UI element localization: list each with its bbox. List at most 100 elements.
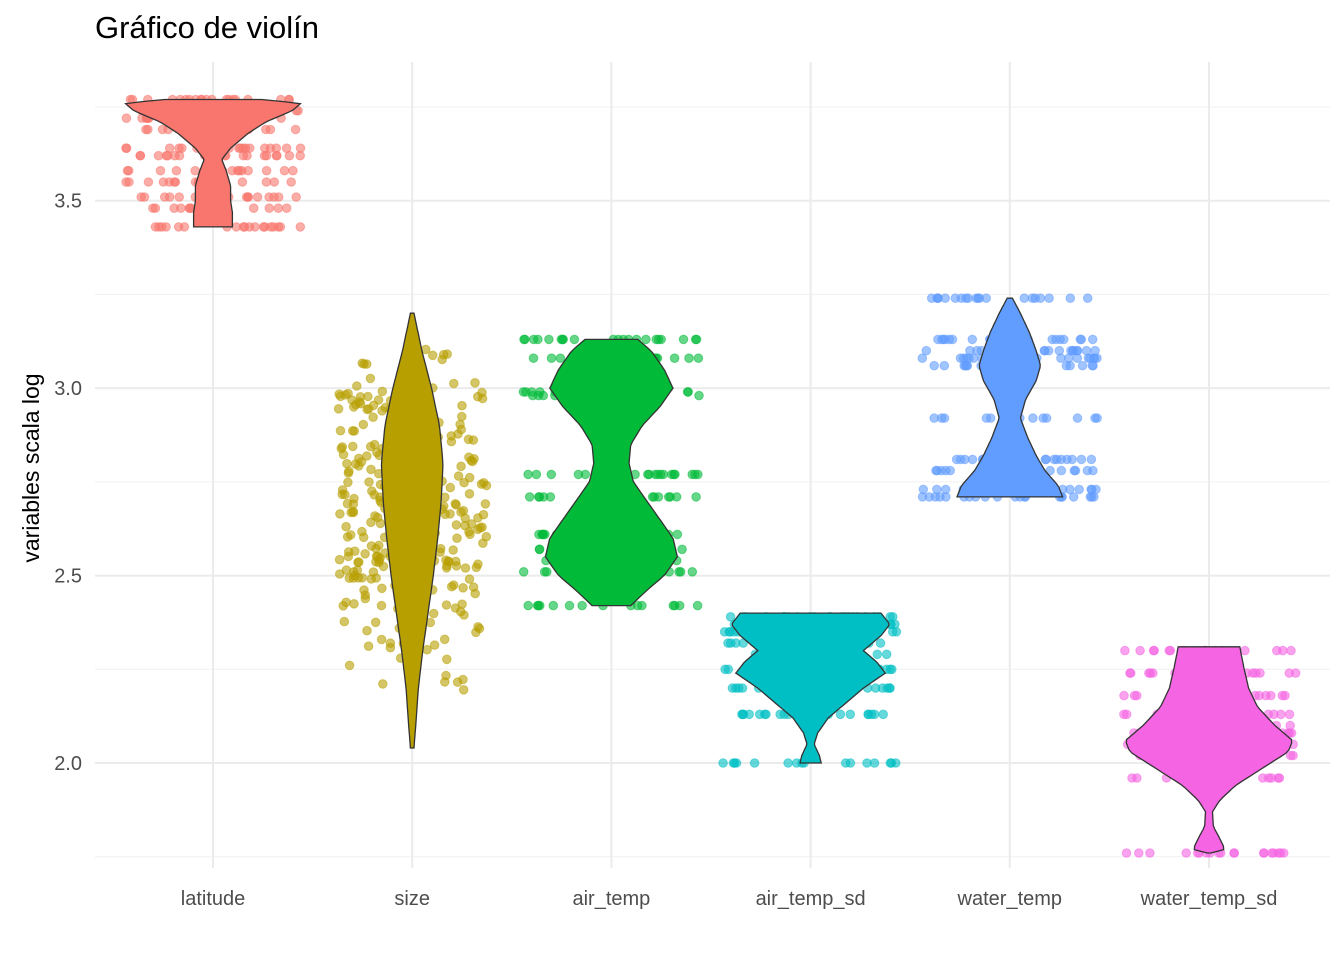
data-point: [1019, 293, 1030, 304]
data-point: [261, 124, 271, 135]
data-point: [473, 559, 483, 570]
data-point: [577, 600, 587, 611]
data-point: [338, 601, 349, 611]
data-point: [535, 387, 545, 397]
data-point: [528, 353, 539, 364]
data-point: [359, 359, 369, 369]
data-point: [981, 293, 992, 304]
data-point: [1068, 492, 1079, 502]
data-point: [939, 360, 950, 371]
data-point: [544, 334, 554, 345]
data-point: [335, 425, 346, 436]
data-point: [556, 334, 567, 345]
data-point: [452, 533, 462, 544]
data-point: [738, 709, 748, 720]
data-point: [870, 683, 881, 693]
data-point: [1044, 293, 1054, 304]
data-point: [121, 177, 131, 187]
data-point: [464, 574, 475, 584]
data-point: [1251, 668, 1261, 678]
data-point: [378, 679, 388, 689]
data-point: [862, 758, 872, 768]
data-point: [343, 477, 353, 488]
data-point: [641, 334, 651, 345]
data-point: [1258, 848, 1269, 858]
data-point: [372, 512, 383, 523]
data-point: [720, 664, 730, 675]
data-point: [348, 573, 359, 583]
data-point: [252, 192, 263, 202]
data-point: [362, 625, 372, 636]
data-point: [281, 203, 292, 213]
data-point: [349, 493, 359, 504]
data-point: [348, 507, 359, 518]
data-point: [458, 583, 468, 593]
data-point: [451, 556, 461, 567]
data-point: [1285, 750, 1296, 761]
data-point: [269, 177, 280, 187]
data-point: [872, 649, 883, 660]
data-point: [1267, 848, 1277, 858]
data-point: [1065, 293, 1076, 304]
data-point: [442, 654, 452, 665]
data-point: [1086, 484, 1096, 495]
y-tick-label: 3.5: [54, 191, 82, 213]
data-point: [531, 469, 542, 480]
data-point: [1075, 334, 1086, 345]
data-point: [135, 150, 146, 161]
data-point: [474, 623, 485, 634]
data-point: [1274, 773, 1285, 783]
data-point: [749, 758, 760, 768]
data-point: [1149, 645, 1159, 656]
data-point: [176, 203, 186, 213]
y-axis-title: variables scala log: [18, 373, 44, 562]
data-point: [334, 554, 345, 565]
data-point: [250, 222, 260, 232]
data-point: [343, 551, 354, 562]
data-point: [1072, 413, 1083, 423]
data-point: [460, 563, 471, 573]
violin-water_temp: [956, 297, 1064, 498]
data-point: [1081, 345, 1092, 356]
data-point: [651, 334, 662, 345]
data-point: [1074, 484, 1084, 495]
violin-size: [380, 312, 444, 749]
data-point: [335, 509, 345, 519]
data-point: [164, 192, 175, 202]
data-point: [1054, 345, 1065, 356]
data-point: [875, 638, 886, 648]
data-point: [260, 143, 270, 153]
data-point: [932, 465, 942, 476]
data-point: [921, 345, 932, 356]
data-point: [672, 529, 683, 540]
data-point: [674, 567, 684, 577]
data-point: [368, 567, 379, 577]
data-point: [1040, 345, 1050, 356]
data-point: [464, 489, 475, 499]
data-point: [446, 581, 457, 592]
data-point: [344, 660, 355, 671]
data-point: [1127, 773, 1137, 783]
data-point: [1285, 720, 1295, 731]
data-point: [1027, 293, 1038, 304]
data-point: [440, 677, 450, 687]
data-point: [158, 177, 169, 187]
data-point: [295, 143, 306, 153]
data-point: [458, 685, 469, 695]
data-point: [155, 165, 166, 176]
data-point: [281, 143, 292, 153]
x-tick-label: water_temp: [957, 888, 1063, 910]
data-point: [1286, 645, 1296, 656]
data-point: [885, 683, 895, 693]
data-point: [1240, 645, 1250, 656]
data-point: [174, 143, 184, 153]
data-point: [295, 222, 306, 232]
data-point: [366, 517, 376, 528]
data-point: [376, 634, 387, 645]
data-point: [1120, 645, 1130, 656]
data-point: [694, 390, 704, 401]
data-point: [1067, 454, 1077, 465]
data-point: [542, 567, 552, 577]
data-point: [548, 600, 559, 611]
data-point: [442, 349, 453, 359]
